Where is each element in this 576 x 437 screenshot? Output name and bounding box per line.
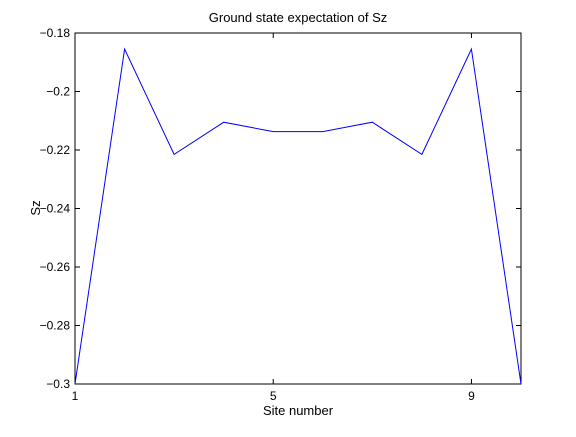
y-tick-label: −0.18 bbox=[40, 26, 71, 40]
x-tick-label: 5 bbox=[270, 389, 277, 403]
x-tick-label: 9 bbox=[468, 389, 475, 403]
y-tick-label: −0.22 bbox=[40, 143, 71, 157]
x-axis-label: Site number bbox=[263, 403, 334, 418]
x-tick-label: 1 bbox=[72, 389, 79, 403]
y-axis: −0.3 −0.28 −0.26 −0.24 −0.22 −0.2 −0.18 bbox=[40, 26, 521, 391]
y-tick-label: −0.24 bbox=[40, 202, 71, 216]
series-line bbox=[74, 47, 522, 385]
y-axis-label: Sz bbox=[28, 200, 43, 215]
plot-area bbox=[74, 32, 522, 385]
chart-title: Ground state expectation of Sz bbox=[209, 10, 388, 25]
y-tick-label: −0.28 bbox=[40, 319, 71, 333]
y-tick-label: −0.3 bbox=[46, 377, 70, 391]
y-tick-label: −0.26 bbox=[40, 260, 71, 274]
y-tick-label: −0.2 bbox=[46, 85, 70, 99]
